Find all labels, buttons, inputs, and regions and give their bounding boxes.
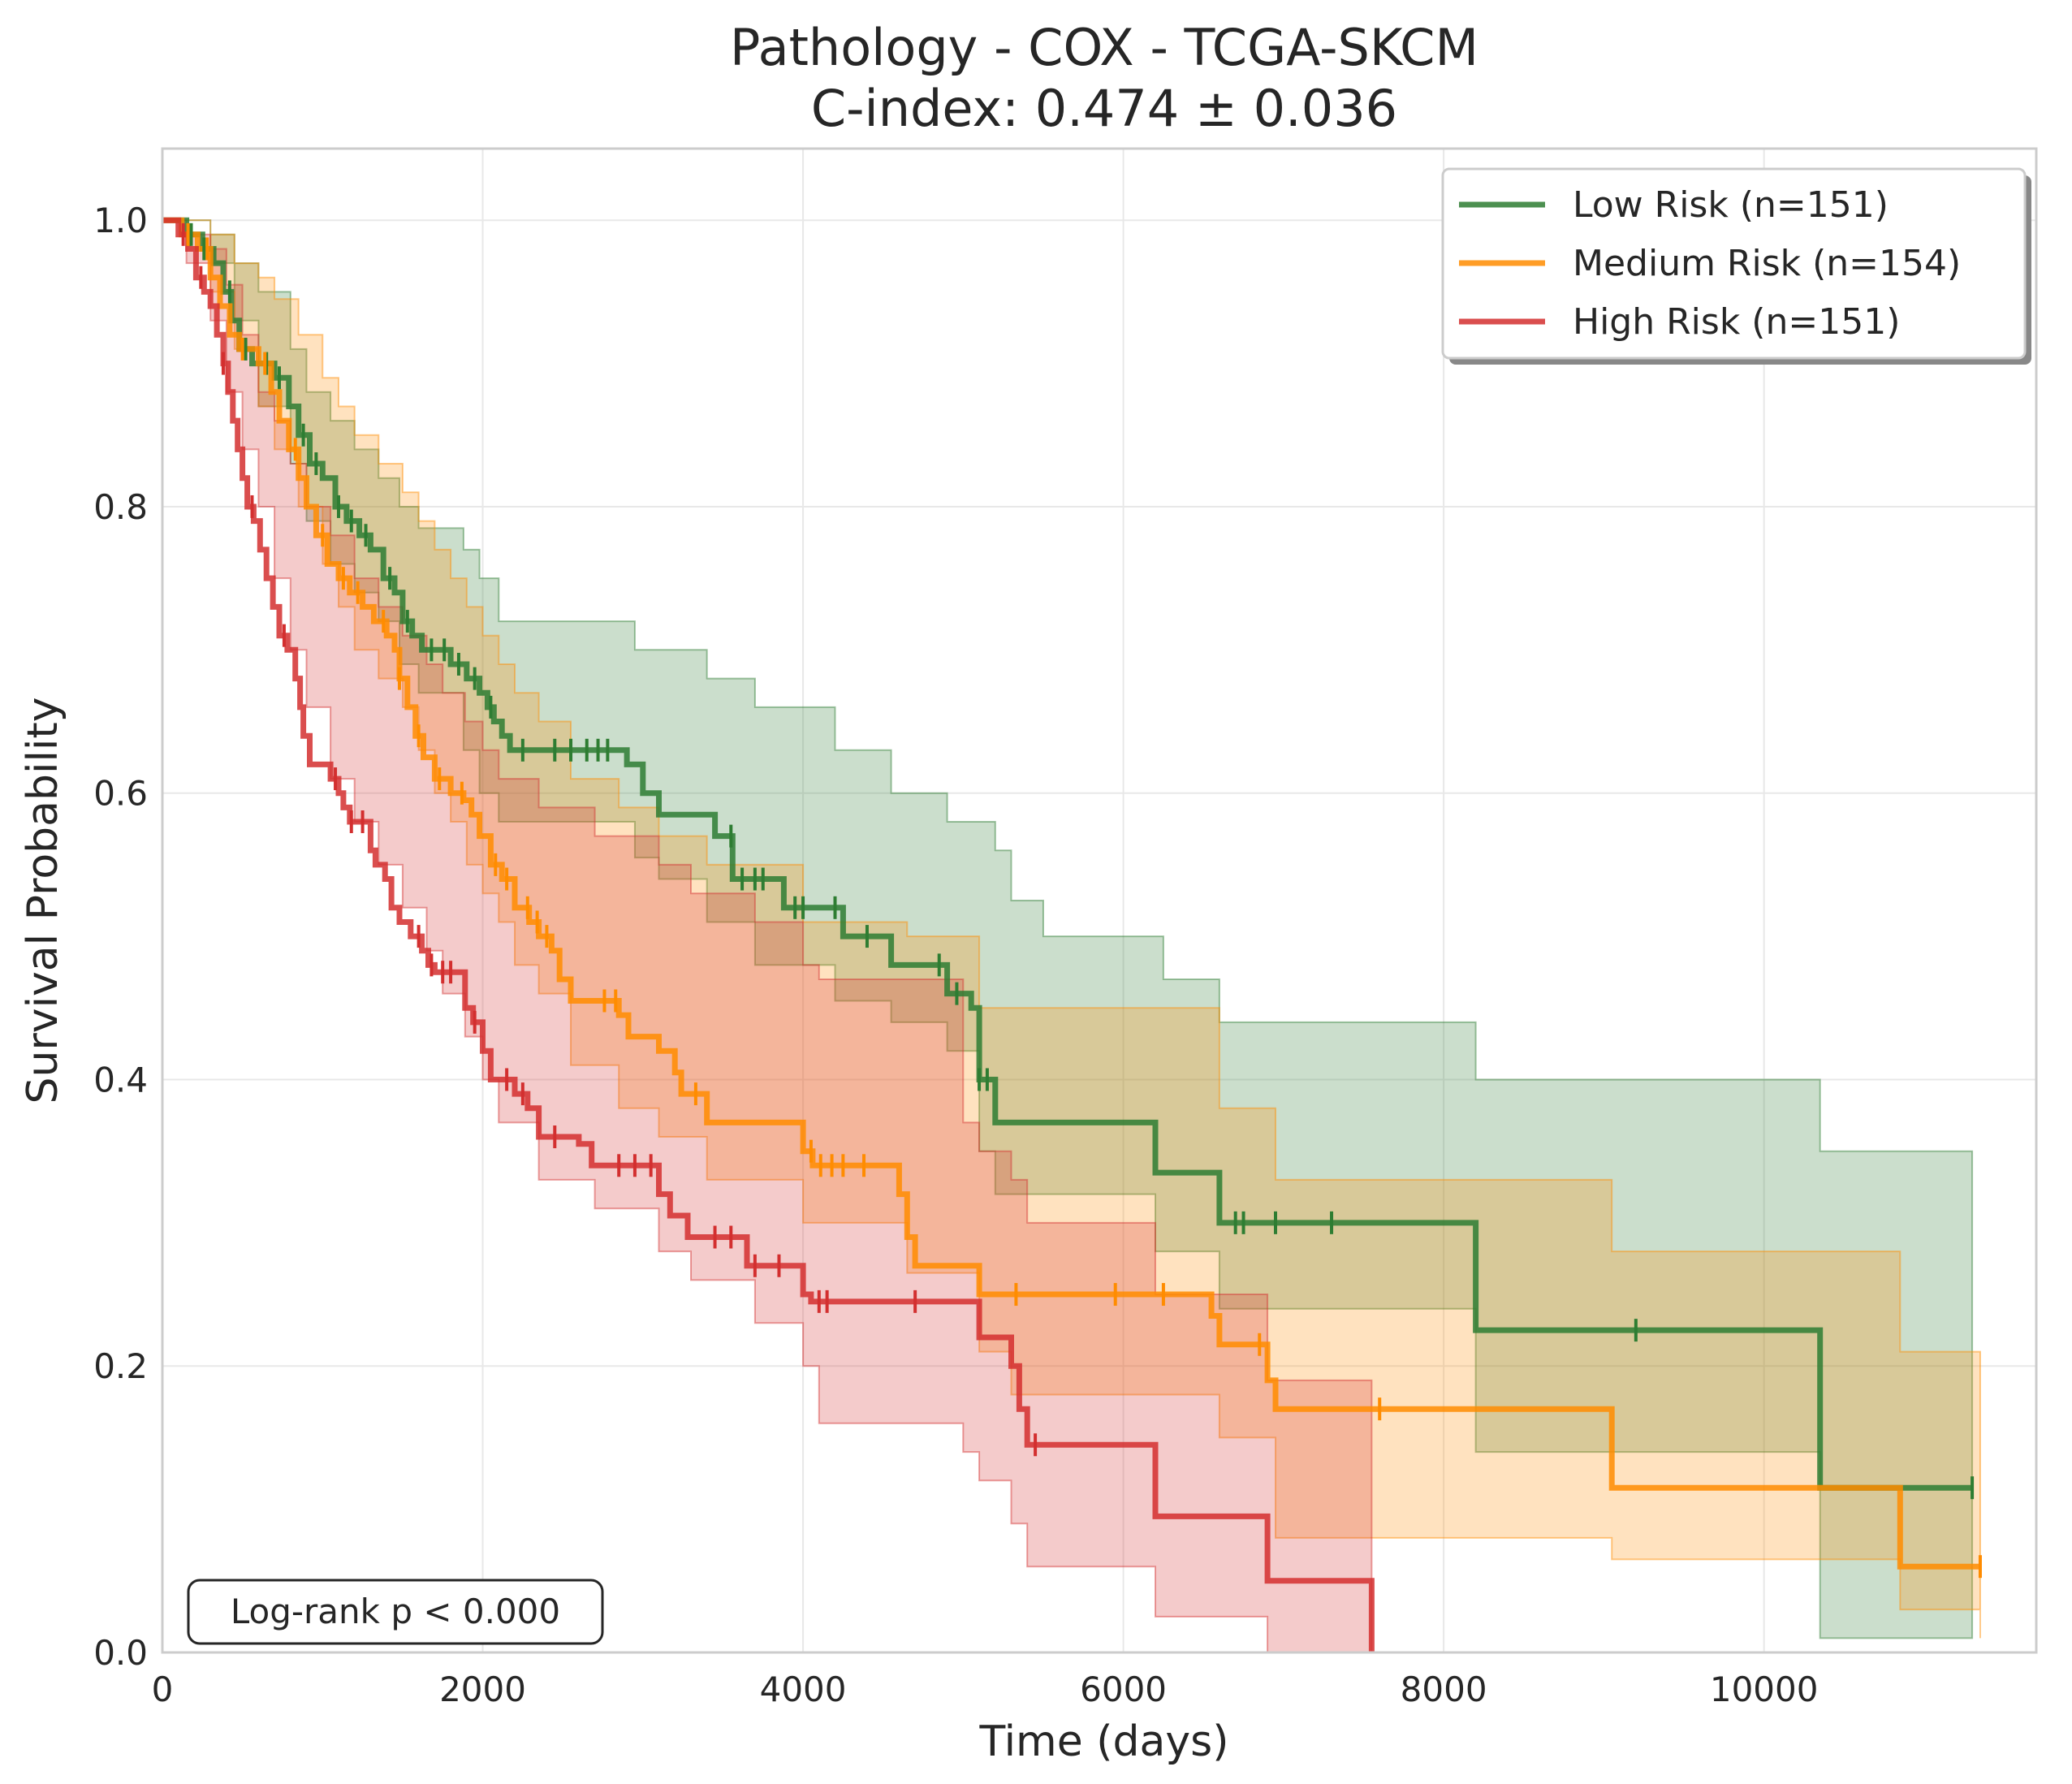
x-tick-label: 2000: [439, 1670, 526, 1709]
chart-subtitle: C-index: 0.474 ± 0.036: [811, 79, 1397, 138]
y-axis-label: Survival Probability: [19, 697, 67, 1104]
legend-label: Low Risk (n=151): [1573, 184, 1889, 226]
y-tick-label: 0.6: [93, 774, 148, 814]
censor-marks: [181, 222, 1982, 1579]
legend-box: [1441, 167, 2027, 360]
x-tick-label: 0: [152, 1670, 174, 1709]
y-tick-label: 1.0: [93, 201, 148, 240]
x-tick-label: 6000: [1080, 1670, 1167, 1709]
y-tick-label: 0.4: [93, 1060, 148, 1099]
x-tick-label: 10000: [1710, 1670, 1819, 1709]
survival-curve: [162, 217, 1980, 1570]
y-tick-label: 0.2: [93, 1346, 148, 1386]
x-tick-label: 4000: [760, 1670, 847, 1709]
chart-title: Pathology - COX - TCGA-SKCM: [730, 18, 1478, 77]
y-tick-label: 0.8: [93, 487, 148, 527]
confidence-bands: [162, 219, 1981, 1653]
legend: Low Risk (n=151) Medium Risk (n=154) High …: [1441, 167, 2031, 365]
y-tick-label: 0.0: [93, 1633, 148, 1673]
legend-label: Medium Risk (n=154): [1573, 243, 1961, 284]
legend-label: High Risk (n=151): [1573, 301, 1900, 343]
logrank-annotation: Log-rank p < 0.000: [187, 1579, 604, 1645]
annotation-text: Log-rank p < 0.000: [231, 1592, 560, 1631]
annotation-box: [187, 1579, 604, 1645]
x-axis-label: Time (days): [978, 1717, 1228, 1766]
survival-curve: [162, 217, 1375, 1652]
axis-ticks: 0 2000 4000 6000 8000 10000 0.0 0.2 0.4 0.6 0.8 1.0: [93, 201, 1818, 1709]
plot-frame: [161, 147, 2038, 1654]
x-tick-label: 8000: [1401, 1670, 1487, 1709]
